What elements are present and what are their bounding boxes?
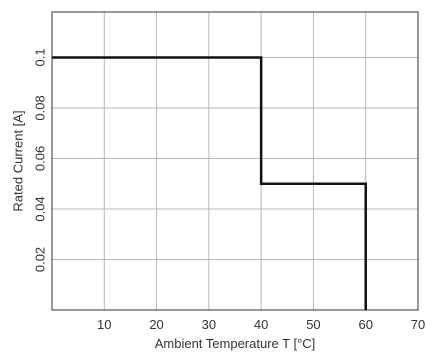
x-tick-label: 60 <box>358 317 372 332</box>
rated-current-line <box>52 56 367 310</box>
series-layer <box>52 56 367 310</box>
y-tick-label: 0.08 <box>33 95 48 120</box>
y-axis-title: Rated Current [A] <box>11 110 26 211</box>
x-tick-label: 50 <box>306 317 320 332</box>
plot-frame <box>51 11 419 311</box>
x-tick-labels: 10 20 30 40 50 60 70 <box>97 317 425 332</box>
x-tick-label: 30 <box>202 317 216 332</box>
x-tick-label: 10 <box>97 317 111 332</box>
x-tick-label: 70 <box>411 317 425 332</box>
y-tick-label: 0.06 <box>33 146 48 171</box>
x-tick-label: 40 <box>254 317 268 332</box>
y-tick-label: 0.1 <box>33 48 48 66</box>
y-tick-labels: 0.02 0.04 0.06 0.08 0.1 <box>33 48 48 272</box>
x-tick-label: 20 <box>149 317 163 332</box>
x-axis-title: Ambient Temperature T [°C] <box>155 336 316 351</box>
y-tick-label: 0.02 <box>33 247 48 272</box>
y-tick-label: 0.04 <box>33 196 48 221</box>
